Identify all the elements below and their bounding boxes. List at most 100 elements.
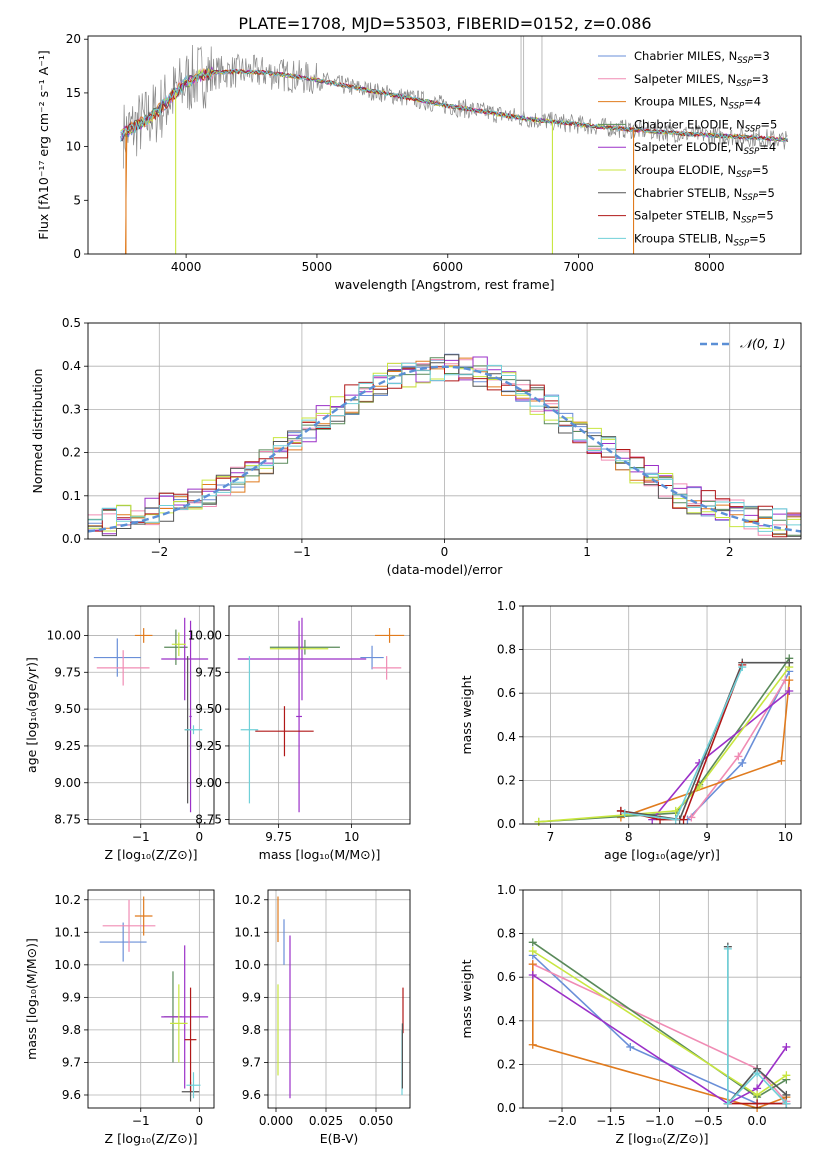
gaussian-curve — [87, 365, 802, 533]
y-tick-label: 0.3 — [62, 402, 81, 416]
figure-title: PLATE=1708, MJD=53503, FIBERID=0152, z=0… — [238, 14, 651, 33]
x-axis-label: age [log₁₀(age/yr)] — [604, 847, 720, 862]
weight-marker — [528, 971, 537, 980]
y-tick-label: 9.00 — [54, 776, 81, 790]
x-tick-label: −2.0 — [547, 1114, 576, 1128]
legend-entry: Chabrier ELODIE, NSSP=5 — [634, 117, 777, 134]
data-point — [255, 706, 314, 757]
weight-series — [620, 661, 790, 821]
y-tick-label: 1.0 — [497, 599, 516, 613]
x-axis-label: mass [log₁₀(M/M⊙)] — [259, 847, 381, 862]
weight-marker — [782, 1071, 791, 1080]
weight-marker — [738, 663, 747, 672]
data-point — [296, 620, 302, 813]
y-tick-label: 9.25 — [195, 739, 222, 753]
residual-histogram — [88, 354, 801, 537]
panel-mass-Z: −1 0 9.6 9.7 9.8 9.9 10.0 10.1 10.2 Z [log₁₀(Z/Z⊙… — [24, 889, 215, 1146]
y-axis-label: Normed distribution — [30, 369, 45, 494]
weight-marker — [785, 687, 794, 696]
y-tick-label: 0.0 — [62, 532, 81, 546]
y-tick-label: 9.25 — [54, 739, 81, 753]
weight-marker — [528, 1040, 537, 1049]
axes-frame — [87, 889, 215, 1109]
weight-marker — [785, 676, 794, 685]
y-tick-label: 20 — [66, 32, 81, 46]
data-point — [161, 617, 209, 701]
axes-frame — [522, 889, 802, 1109]
x-tick-label: 4000 — [171, 260, 202, 274]
panel-weight-age: 7 8 9 10 0.0 0.2 0.4 0.6 0.8 1.0 age [log₁₀(age/yr… — [459, 599, 802, 862]
weight-marker — [671, 815, 680, 824]
axes-frame — [87, 35, 802, 255]
weight-marker — [753, 1090, 762, 1099]
y-tick-label: 8.75 — [54, 813, 81, 827]
data-point — [189, 620, 192, 813]
x-tick-label: −1.5 — [596, 1114, 625, 1128]
y-tick-label: 0.0 — [497, 1101, 516, 1115]
weight-marker — [782, 1090, 791, 1099]
y-tick-label: 9.6 — [62, 1088, 81, 1102]
y-tick-label: 1.0 — [497, 883, 516, 897]
data-point — [237, 617, 367, 701]
x-tick-label: −0.5 — [694, 1114, 723, 1128]
y-tick-label: 0.8 — [497, 643, 516, 657]
weight-series — [727, 948, 787, 1106]
data-point — [96, 650, 150, 686]
y-tick-label: 9.9 — [62, 990, 81, 1004]
panel-residuals: −2 −1 0 1 2 0.0 0.1 0.2 0.3 0.4 0.5 (data-model)/er… — [30, 316, 802, 577]
plot-area — [120, 36, 789, 255]
x-tick-label: 2 — [726, 545, 734, 559]
x-tick-label: 7000 — [563, 260, 594, 274]
plot-area — [528, 938, 791, 1112]
x-tick-label: 0.000 — [259, 1114, 293, 1128]
data-point — [186, 1072, 201, 1099]
y-tick-label: 10 — [66, 140, 81, 154]
y-tick-label: 9.6 — [242, 1088, 261, 1102]
axes-frame — [87, 605, 215, 825]
x-tick-label: 8 — [625, 830, 633, 844]
data-point — [184, 725, 203, 735]
x-tick-label: 1 — [583, 545, 591, 559]
y-axis-label: mass weight — [459, 959, 474, 1038]
x-axis-label: wavelength [Angstrom, rest frame] — [334, 277, 554, 292]
x-tick-label: −1 — [132, 1114, 150, 1128]
weight-marker — [679, 815, 688, 824]
y-axis-label: Flux [fλ10⁻¹⁷ erg cm⁻² s⁻¹ A⁻¹] — [36, 50, 51, 239]
y-tick-label: 0.1 — [62, 489, 81, 503]
legend-entry: Kroupa ELODIE, NSSP=5 — [634, 163, 769, 180]
legend-entry: Chabrier MILES, NSSP=3 — [634, 49, 770, 66]
weight-marker — [528, 947, 537, 956]
weight-marker — [687, 813, 696, 822]
y-tick-label: 9.50 — [54, 702, 81, 716]
data-point — [134, 628, 153, 643]
y-tick-label: 10.1 — [234, 925, 261, 939]
weight-marker — [777, 756, 786, 765]
y-tick-label: 9.75 — [195, 665, 222, 679]
y-tick-label: 0.4 — [497, 1014, 516, 1028]
x-tick-label: 5000 — [302, 260, 333, 274]
y-tick-label: 0.2 — [62, 446, 81, 460]
x-tick-label: 7 — [547, 830, 555, 844]
y-tick-label: 9.00 — [195, 776, 222, 790]
x-axis-label: E(B-V) — [320, 1131, 359, 1146]
weight-marker — [753, 1069, 762, 1078]
y-tick-label: 10.2 — [234, 893, 261, 907]
x-axis-label: Z [log₁₀(Z/Z⊙)] — [105, 1131, 198, 1146]
y-tick-label: 10.1 — [54, 925, 81, 939]
panel-weight-Z: −2.0 −1.5 −1.0 −0.5 0.0 0.0 0.2 0.4 0.6 0.8 1.0 Z [… — [459, 883, 802, 1146]
plot-area — [87, 353, 802, 538]
x-tick-label: 0.050 — [359, 1114, 393, 1128]
legend-entry: Salpeter STELIB, NSSP=5 — [634, 209, 774, 226]
observed-spectrum — [122, 44, 788, 169]
panel-age-mass: 9.75 10 8.75 9.00 9.25 9.50 9.75 10.00 mass [log… — [188, 605, 411, 862]
y-tick-label: 0.4 — [497, 730, 516, 744]
weight-series — [532, 964, 787, 1109]
weight-marker — [620, 809, 629, 818]
weight-marker — [785, 658, 794, 667]
axes-frame — [228, 605, 411, 825]
x-tick-label: 8000 — [694, 260, 725, 274]
y-tick-label: 0.2 — [497, 773, 516, 787]
data-point — [93, 638, 141, 677]
x-tick-label: 9.75 — [265, 830, 292, 844]
